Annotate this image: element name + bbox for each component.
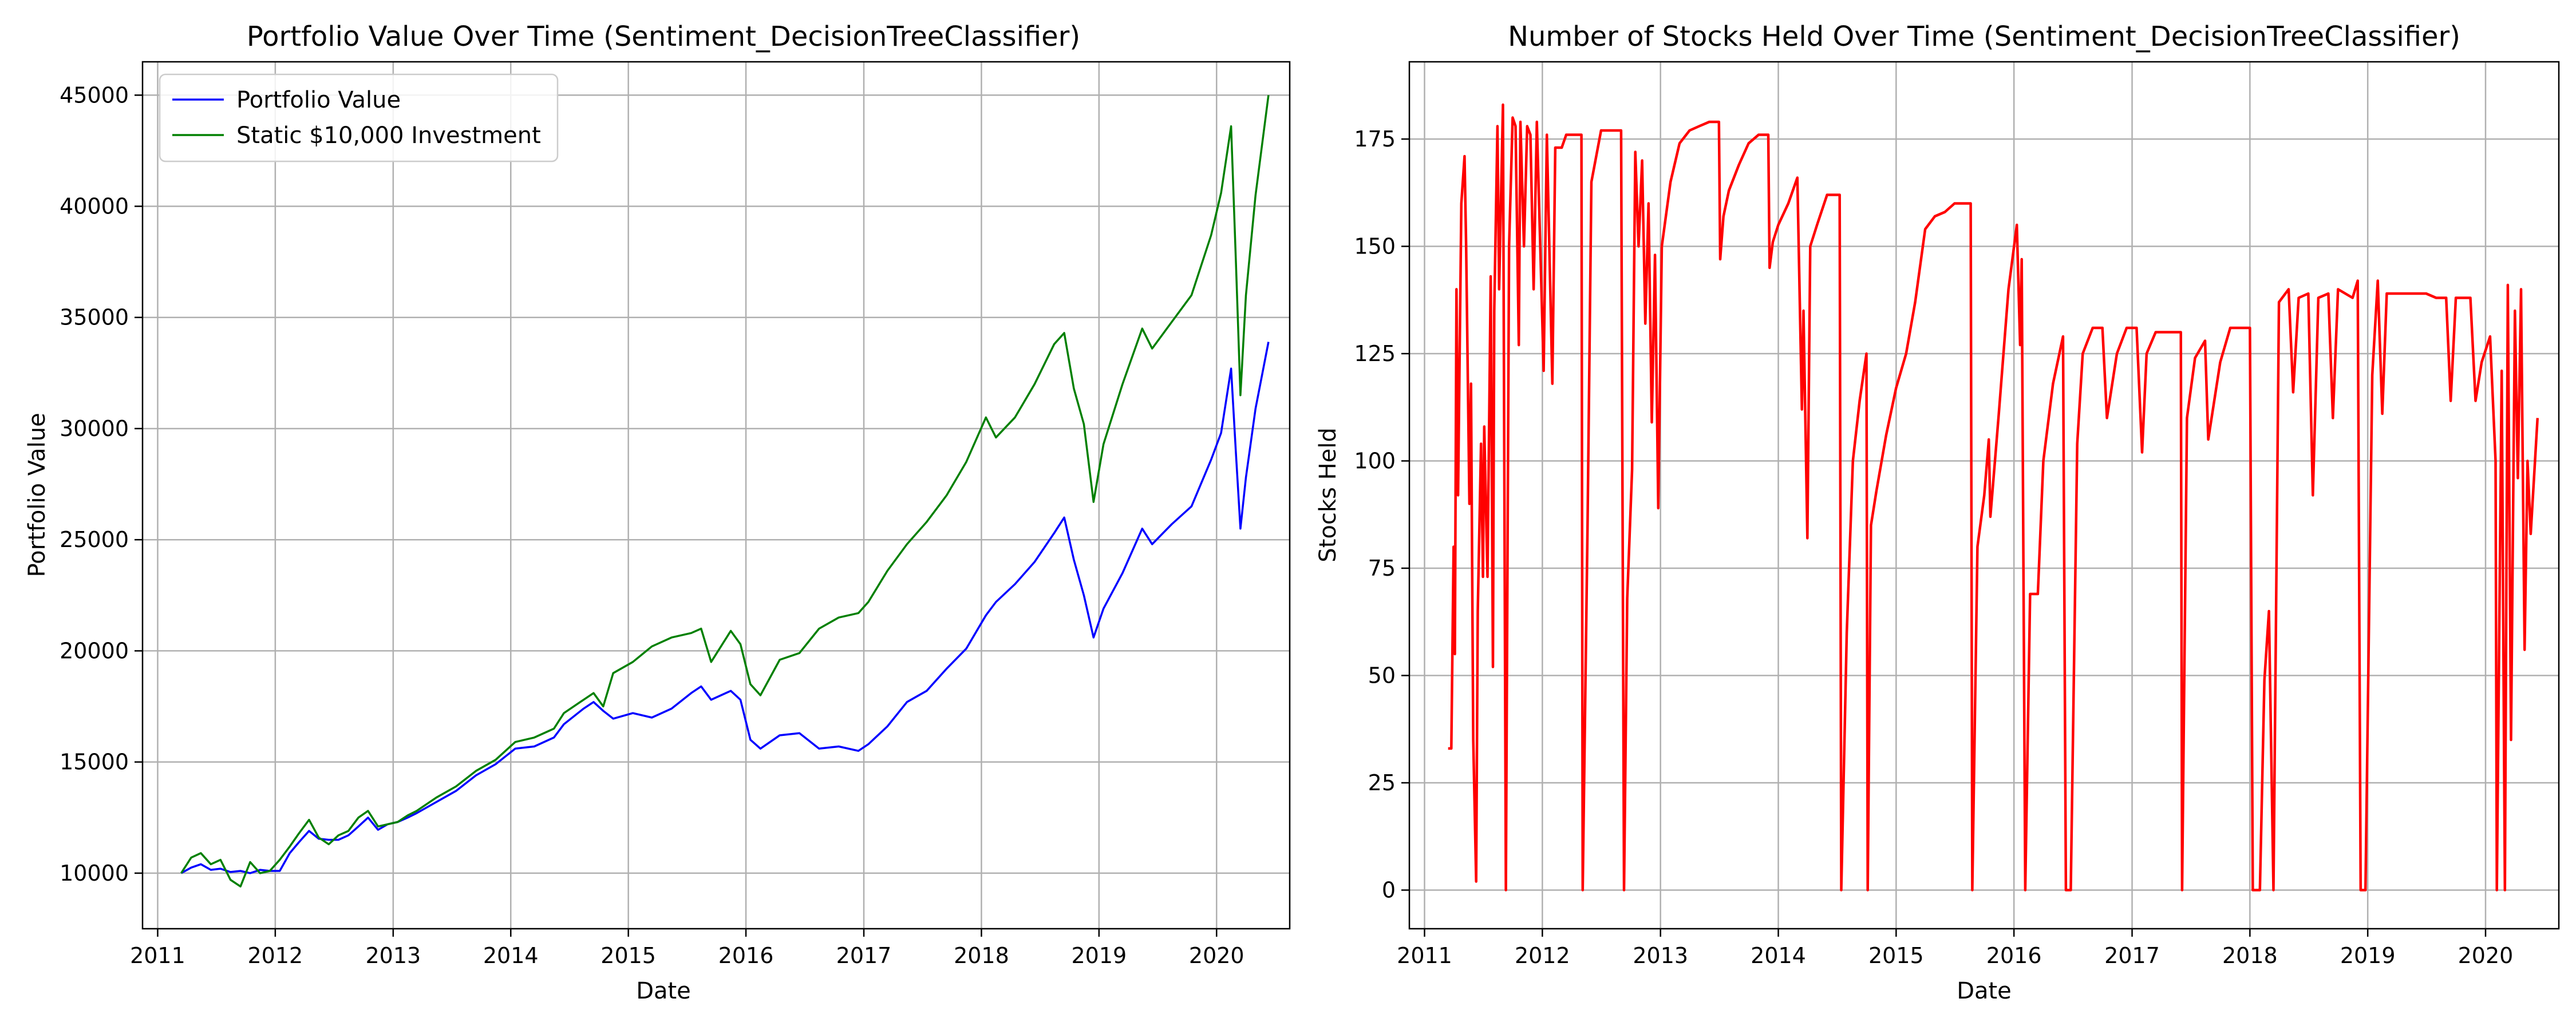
y-tick-label: 20000 bbox=[60, 638, 129, 663]
series-line-1 bbox=[180, 95, 1270, 888]
plot-frame bbox=[141, 61, 1291, 930]
x-tick-label: 2020 bbox=[1189, 943, 1244, 968]
y-tick-group: 0 25 50 75 100 125 150 175 bbox=[1354, 126, 1409, 903]
legend-box bbox=[159, 73, 559, 163]
x-tick-label: 2016 bbox=[1986, 943, 2042, 968]
x-tick-label: 2015 bbox=[600, 943, 656, 968]
x-axis-label: Date bbox=[1957, 978, 2012, 1004]
x-tick-label: 2019 bbox=[1071, 943, 1127, 968]
x-tick-label: 2018 bbox=[954, 943, 1009, 968]
x-tick-label: 2017 bbox=[2104, 943, 2160, 968]
grid-lines bbox=[143, 62, 1290, 929]
x-tick-label: 2014 bbox=[1751, 943, 1806, 968]
y-tick-label: 50 bbox=[1368, 663, 1396, 688]
x-tick-label: 2015 bbox=[1868, 943, 1924, 968]
y-tick-label: 10000 bbox=[60, 861, 129, 886]
y-tick-label: 30000 bbox=[60, 416, 129, 441]
chart-title: Number of Stocks Held Over Time (Sentime… bbox=[1508, 21, 2460, 53]
y-tick-label: 40000 bbox=[60, 194, 129, 219]
y-tick-label: 35000 bbox=[60, 305, 129, 330]
x-axis-label: Date bbox=[636, 978, 691, 1004]
series-group bbox=[1448, 103, 2539, 892]
x-tick-label: 2020 bbox=[2458, 943, 2514, 968]
x-tick-group: 2011 2012 2013 2014 2015 2016 2017 2018 2019 2020 bbox=[1397, 929, 2513, 968]
legend: Portfolio Value Static $10,000 Investment bbox=[159, 73, 559, 163]
legend-label: Portfolio Value bbox=[236, 87, 401, 113]
y-tick-label: 175 bbox=[1354, 126, 1396, 152]
x-tick-label: 2014 bbox=[483, 943, 539, 968]
chart-title: Portfolio Value Over Time (Sentiment_Dec… bbox=[247, 21, 1080, 53]
plot-frame bbox=[1408, 61, 2560, 930]
x-tick-label: 2017 bbox=[836, 943, 892, 968]
x-tick-label: 2011 bbox=[1397, 943, 1452, 968]
portfolio-value-chart: Portfolio Value Over Time (Sentiment_Dec… bbox=[24, 21, 1291, 1004]
y-tick-group: 10000 15000 20000 25000 30000 35000 40000 45000 bbox=[60, 82, 143, 886]
x-tick-label: 2011 bbox=[130, 943, 185, 968]
y-tick-label: 15000 bbox=[60, 750, 129, 775]
y-tick-label: 75 bbox=[1368, 556, 1396, 581]
x-tick-group: 2011 2012 2013 2014 2015 2016 2017 2018 2019 2020 bbox=[130, 929, 1244, 968]
x-tick-label: 2016 bbox=[718, 943, 774, 968]
x-tick-label: 2013 bbox=[365, 943, 421, 968]
stocks-held-chart: Number of Stocks Held Over Time (Sentime… bbox=[1315, 21, 2560, 1004]
y-tick-label: 45000 bbox=[60, 82, 129, 108]
legend-label: Static $10,000 Investment bbox=[236, 122, 541, 149]
x-tick-label: 2018 bbox=[2222, 943, 2278, 968]
series-group bbox=[180, 95, 1270, 888]
y-tick-label: 150 bbox=[1354, 234, 1396, 259]
x-tick-label: 2013 bbox=[1633, 943, 1688, 968]
series-line-0 bbox=[180, 342, 1270, 874]
series-line-0 bbox=[1448, 103, 2539, 892]
y-tick-label: 0 bbox=[1382, 878, 1396, 903]
y-tick-label: 25000 bbox=[60, 527, 129, 552]
x-tick-label: 2019 bbox=[2340, 943, 2396, 968]
x-tick-label: 2012 bbox=[1515, 943, 1570, 968]
y-tick-label: 125 bbox=[1354, 341, 1396, 366]
x-tick-label: 2012 bbox=[247, 943, 303, 968]
y-tick-label: 25 bbox=[1368, 770, 1396, 795]
y-axis-label: Stocks Held bbox=[1315, 427, 1341, 562]
y-tick-label: 100 bbox=[1354, 449, 1396, 474]
y-axis-label: Portfolio Value bbox=[24, 413, 50, 577]
